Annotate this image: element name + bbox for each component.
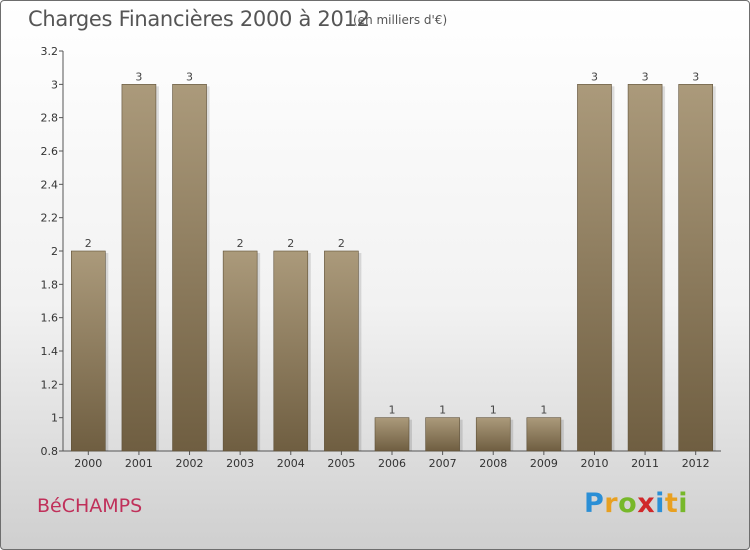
bar [627,84,663,452]
bar [678,84,713,452]
x-tick-label: 2011 [631,457,659,470]
x-tick-label: 2001 [125,457,153,470]
data-label: 2 [338,237,345,250]
x-tick-label: 2002 [176,457,204,470]
x-tick-label: 2000 [74,457,102,470]
bar [475,417,511,452]
bar [273,250,309,452]
bars [71,84,716,452]
data-label: 3 [135,70,142,83]
y-tick-label: 2.6 [41,145,59,158]
y-tick-label: 2.8 [41,112,59,125]
y-tick-label: 1.8 [41,278,59,291]
data-label: 2 [237,237,244,250]
x-tick-label: 2007 [429,457,457,470]
x-tick-label: 2009 [530,457,558,470]
bar [526,417,562,452]
x-tick-label: 2010 [580,457,608,470]
y-tick-label: 0.8 [41,445,59,458]
data-label: 3 [692,70,699,83]
logo-letter: o [618,488,638,519]
bar [172,84,207,452]
y-tick-label: 1.2 [41,378,59,391]
x-tick-label: 2005 [327,457,355,470]
x-tick-label: 2006 [378,457,406,470]
bar [121,84,157,452]
data-label: 3 [591,70,598,83]
x-tick-label: 2003 [226,457,254,470]
y-tick-label: 2.4 [41,178,59,191]
data-labels: 2 3 3 2 2 2 1 1 1 1 3 3 3 [85,70,699,416]
data-label: 3 [186,70,193,83]
logo-letter: r [604,488,619,519]
y-tick-label: 2.2 [41,212,59,225]
logo-letter: i [678,488,689,519]
logo-letter: P [584,488,605,519]
bar [425,417,460,452]
data-label: 1 [490,404,497,417]
bar [222,250,258,452]
logo-letter: x [637,488,656,519]
data-label: 1 [540,404,547,417]
bar [71,250,106,452]
bar [577,84,612,452]
data-label: 3 [642,70,649,83]
proxiti-logo: Proxiti [584,488,688,519]
y-tick-label: 1.4 [41,345,59,358]
y-tick-label: 1 [51,412,58,425]
axes: 0.8 1 1.2 1.4 1.6 1.8 2 2.2 2.4 2.6 2.8 3 3.2 2000 200… [41,45,721,470]
x-tick-label: 2008 [479,457,507,470]
x-tick-label: 2012 [682,457,710,470]
y-tick-label: 1.6 [41,312,59,325]
chart-title: Charges Financières 2000 à 2012 [28,7,370,31]
data-label: 1 [389,404,396,417]
y-tick-label: 3.2 [41,45,59,58]
logo-letter: t [664,488,679,519]
logo-letter: i [655,488,665,519]
data-label: 2 [85,237,92,250]
x-tick-label: 2004 [277,457,305,470]
y-tick-label: 3 [51,78,58,91]
chart-unit: (en milliers d'€) [353,13,448,27]
data-label: 2 [287,237,294,250]
data-label: 1 [439,404,446,417]
bar [374,417,410,452]
bar [324,250,359,452]
y-tick-label: 2 [51,245,58,258]
commune-name: BéCHAMPS [37,495,143,517]
